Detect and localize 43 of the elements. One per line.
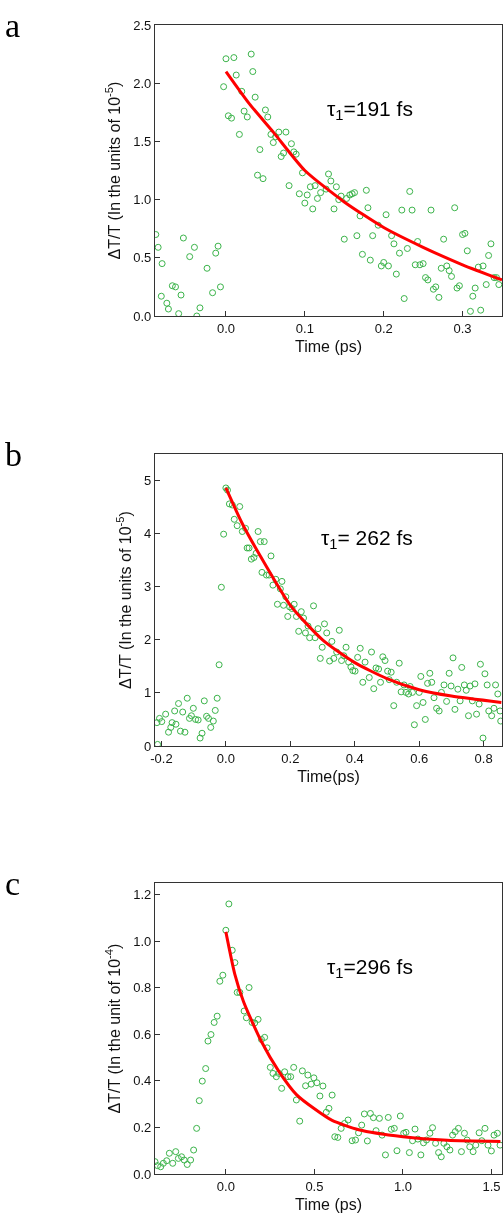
x-tick-label: 0.3 <box>453 320 472 336</box>
annotation: τ$_{1}$= 262 fs <box>321 526 413 553</box>
line-series <box>224 486 502 704</box>
y-tick-label: 1.0 <box>133 192 152 208</box>
x-tick-label: 0.2 <box>281 750 300 766</box>
y-tick-label: 2 <box>144 632 152 648</box>
chart-title: b <box>5 436 22 473</box>
y-tick-label: 0.5 <box>133 250 152 266</box>
y-tick-label: 0.2 <box>133 1119 152 1135</box>
x-tick-label: 1.5 <box>482 1178 501 1194</box>
x-axis-title: Time (ps) <box>295 338 362 356</box>
y-tick-label: 2.5 <box>133 17 152 33</box>
chart-title: a <box>5 7 21 44</box>
y-tick-label: 4 <box>144 526 152 542</box>
y-tick-label: 0.6 <box>133 1026 152 1042</box>
x-tick-label: 0.1 <box>295 320 314 336</box>
x-tick-label: 1.0 <box>393 1178 413 1194</box>
x-tick-label: 0.0 <box>216 750 235 766</box>
x-tick-label: 0.0 <box>216 1178 235 1194</box>
y-tick-label: 3 <box>144 579 152 595</box>
annotation: τ$_{1}$=296 fs <box>327 955 413 982</box>
y-tick-label: 2.0 <box>133 75 152 91</box>
x-tick-label: 0.2 <box>374 320 393 336</box>
x-tick-label: 0.8 <box>474 750 493 766</box>
y-tick-label: 1.0 <box>133 933 152 949</box>
annotation: τ$_{1}$=191 fs <box>327 97 413 124</box>
y-tick-label: 1.5 <box>133 133 152 149</box>
chart-title: c <box>5 865 21 902</box>
x-axis-title: Time(ps) <box>297 768 360 786</box>
y-tick-label: 1 <box>144 685 152 701</box>
x-tick-label: -0.2 <box>150 750 173 766</box>
y-tick-label: 0.4 <box>133 1073 152 1089</box>
x-tick-label: 0.0 <box>216 320 236 336</box>
y-tick-label: 0.0 <box>133 1166 152 1182</box>
y-tick-label: 0.8 <box>133 980 152 996</box>
y-tick-label: 0 <box>144 738 152 754</box>
x-axis-title: Time (ps) <box>295 1196 362 1214</box>
y-tick-label: 1.2 <box>133 887 152 903</box>
y-tick-label: 0.0 <box>133 308 152 324</box>
y-tick-label: 5 <box>144 473 152 489</box>
x-tick-label: 0.6 <box>410 750 429 766</box>
x-tick-label: 0.4 <box>345 750 364 766</box>
x-tick-label: 0.5 <box>305 1178 324 1194</box>
